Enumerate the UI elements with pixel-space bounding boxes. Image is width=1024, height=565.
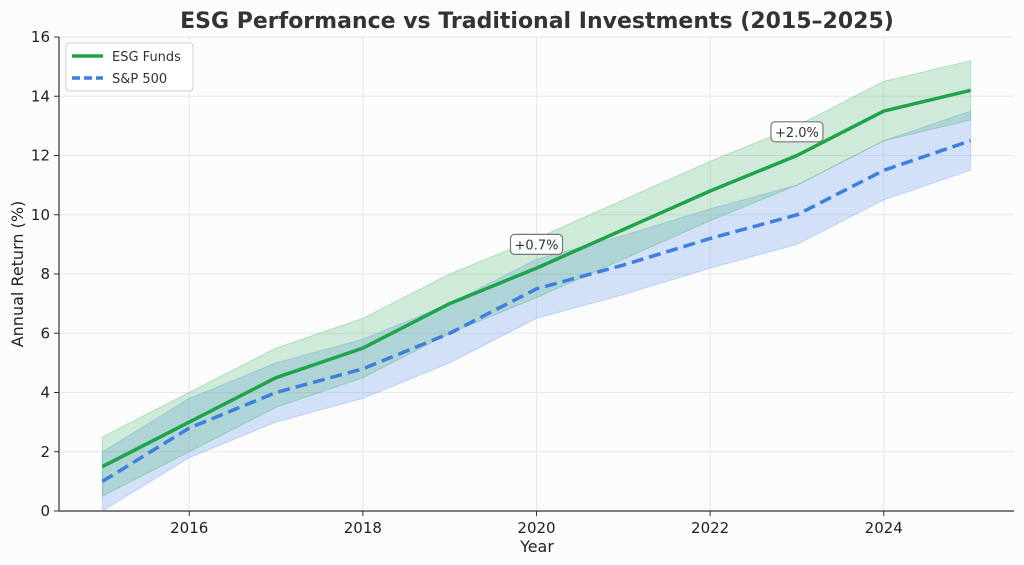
series-line-1 [101, 139, 972, 483]
x-tick-label: 2024 [865, 519, 903, 537]
series-line-0 [101, 88, 972, 469]
annotation-box [770, 121, 824, 143]
legend-label-1: S&P 500 [112, 72, 167, 87]
legend: ESG Funds S&P 500 [65, 42, 194, 92]
y-tick-label: 6 [40, 324, 50, 342]
annotation-label: +0.7% [515, 238, 559, 253]
confidence-band-1 [101, 110, 972, 512]
y-tick-label: 8 [40, 265, 50, 283]
x-tick-label: 2022 [691, 519, 729, 537]
x-tick-label: 2018 [344, 519, 382, 537]
legend-label-0: ESG Funds [112, 50, 181, 65]
x-axis-label: Year [519, 537, 554, 556]
y-tick-label: 0 [40, 502, 50, 520]
band-layer [101, 60, 972, 512]
annotation-layer: +0.7% +2.0% [509, 121, 824, 255]
y-tick-label: 10 [31, 206, 50, 224]
y-tick-label: 2 [40, 443, 50, 461]
y-tick-label: 16 [31, 28, 50, 46]
y-tick-label: 12 [31, 147, 50, 165]
annotation-label: +2.0% [775, 126, 819, 141]
x-tick-label: 2016 [170, 519, 208, 537]
y-axis-label: Annual Return (%) [8, 201, 27, 348]
y-tick-label: 4 [40, 384, 50, 402]
tick-layer: 2016 2018 2020 2022 2024 0 2 4 6 8 10 12 14 16 [31, 28, 903, 537]
chart-title: ESG Performance vs Traditional Investmen… [180, 9, 894, 34]
confidence-band-0 [101, 60, 972, 498]
annotation-box [509, 233, 564, 255]
y-tick-label: 14 [31, 87, 50, 105]
x-tick-label: 2020 [517, 519, 555, 537]
line-layer [101, 88, 972, 483]
